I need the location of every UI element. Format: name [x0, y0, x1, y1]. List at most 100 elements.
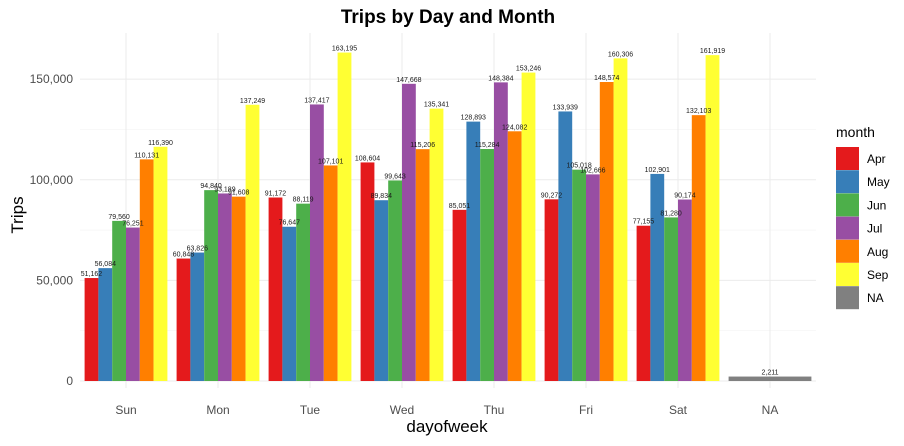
bar-thu-jun: [480, 148, 494, 381]
data-label: 137,417: [304, 97, 329, 104]
data-label: 148,574: [594, 75, 619, 82]
bar-fri-apr: [544, 199, 559, 381]
bar-tue-aug: [323, 165, 338, 381]
bar-fri-jun: [572, 169, 586, 381]
legend-swatch-aug: [836, 239, 859, 263]
bar-sat-sep: [705, 55, 720, 382]
bar-mon-jun: [204, 190, 218, 381]
chart-title: Trips by Day and Month: [341, 7, 555, 28]
legend-swatch-apr: [836, 147, 859, 170]
legend-label-na: NA: [867, 291, 884, 305]
bar-wed-aug: [415, 149, 430, 381]
data-label: 76,647: [279, 220, 301, 227]
data-label: 88,119: [293, 197, 314, 204]
data-label: 94,840: [200, 183, 222, 190]
bar-sun-jul: [126, 227, 140, 381]
bar-sat-jul: [678, 199, 692, 381]
data-label: 102,666: [580, 167, 605, 174]
legend-swatch-na: [836, 286, 859, 310]
data-label: 148,384: [488, 75, 513, 82]
data-label: 60,848: [173, 252, 195, 259]
y-axis-ticks: 0 50,000 100,000 150,000: [30, 72, 74, 388]
data-label: 102,901: [645, 167, 670, 174]
legend-label-may: May: [867, 175, 890, 189]
data-label: 116,390: [148, 140, 173, 147]
data-labels: 51,162 60,848 91,172 108,604 85,051 90,272 77,…: [81, 46, 779, 377]
x-tick-label: Tue: [300, 403, 321, 417]
bar-fri-aug: [599, 81, 614, 382]
data-label: 90,272: [541, 192, 563, 199]
data-label: 56,084: [95, 261, 117, 268]
bar-thu-aug: [507, 131, 522, 381]
data-label: 128,893: [461, 115, 486, 122]
bar-tue-may: [282, 226, 297, 381]
bar-tue-jun: [296, 203, 310, 381]
data-label: 63,826: [187, 246, 209, 253]
bar-wed-may: [374, 200, 389, 381]
data-label: 93,189: [214, 186, 236, 193]
bar-fri-jul: [586, 174, 600, 381]
data-label: 147,668: [396, 77, 421, 84]
data-label: 51,162: [81, 271, 103, 278]
data-label: 107,101: [318, 158, 343, 165]
bar-sun-jun: [112, 220, 126, 381]
legend-swatch-jun: [836, 193, 859, 217]
data-label: 135,341: [424, 102, 449, 109]
y-tick-label: 50,000: [36, 273, 73, 287]
y-axis-title: Trips: [8, 196, 27, 233]
bar-fri-sep: [613, 58, 628, 381]
bar-sun-aug: [139, 159, 154, 381]
bar-mon-jul: [218, 193, 232, 381]
data-label: 133,939: [553, 104, 578, 111]
bar-thu-sep: [521, 72, 536, 382]
legend-label-jun: Jun: [867, 198, 886, 212]
x-tick-label: Sun: [115, 403, 136, 417]
bar-wed-apr: [360, 162, 375, 381]
x-tick-label: Wed: [390, 403, 414, 417]
data-label: 124,082: [502, 124, 527, 131]
data-label: 77,155: [633, 219, 655, 226]
bar-wed-jul: [402, 83, 416, 382]
bar-sun-apr: [84, 278, 99, 381]
data-label: 81,280: [660, 210, 682, 217]
bar-wed-jun: [388, 180, 402, 381]
legend-label-aug: Aug: [867, 245, 888, 259]
y-tick-label: 150,000: [30, 72, 74, 86]
y-tick-label: 0: [66, 374, 73, 388]
bar-fri-may: [558, 111, 573, 382]
bar-sun-sep: [153, 146, 168, 381]
data-label: 110,131: [134, 152, 159, 159]
data-label: 161,919: [700, 48, 725, 55]
data-label: 137,249: [240, 98, 265, 105]
bar-thu-jul: [494, 82, 508, 381]
legend-swatch-sep: [836, 263, 859, 286]
legend-label-jul: Jul: [867, 222, 882, 236]
data-label: 153,246: [516, 66, 541, 73]
data-label: 160,306: [608, 51, 633, 58]
x-axis-title: dayofweek: [406, 417, 488, 436]
data-label: 91,172: [265, 191, 287, 198]
legend-label-apr: Apr: [867, 152, 886, 166]
x-axis-ticks: Sun Mon Tue Wed Thu Fri Sat NA: [115, 403, 778, 417]
bar-mon-apr: [176, 258, 191, 381]
data-label: 89,834: [371, 193, 393, 200]
x-tick-label: Sat: [669, 403, 688, 417]
x-tick-label: Mon: [206, 403, 229, 417]
bar-thu-may: [466, 121, 481, 381]
bar-mon-aug: [231, 196, 246, 381]
bar-thu-apr: [452, 209, 467, 381]
x-tick-label: NA: [762, 403, 779, 417]
data-label: 79,560: [108, 214, 130, 221]
bar-sat-apr: [636, 225, 651, 381]
data-label: 105,018: [566, 163, 591, 170]
data-label: 85,051: [449, 203, 471, 210]
bar-sat-may: [650, 173, 665, 381]
legend-label-sep: Sep: [867, 268, 889, 282]
bar-na-na: [728, 376, 812, 381]
x-tick-label: Thu: [484, 403, 505, 417]
bar-tue-sep: [337, 52, 352, 381]
bar-mon-may: [190, 252, 205, 381]
data-label: 99,643: [384, 173, 406, 180]
x-tick-label: Fri: [579, 403, 593, 417]
